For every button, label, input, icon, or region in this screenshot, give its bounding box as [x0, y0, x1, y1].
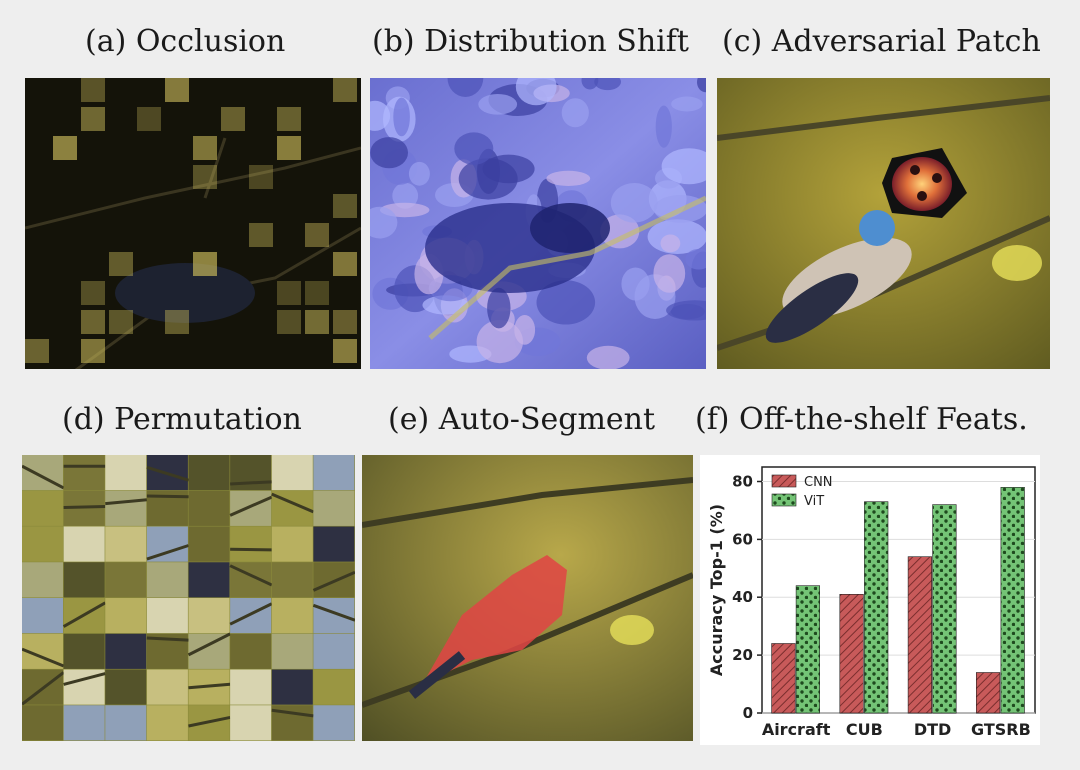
- x-tick-label: DTD: [914, 720, 951, 739]
- y-tick-label: 20: [732, 646, 753, 664]
- legend-swatch-cnn: [771, 474, 797, 488]
- distribution-shift-image: [370, 78, 706, 369]
- legend-swatch-vit: [771, 493, 797, 507]
- bar-vit-dtd: [932, 504, 957, 714]
- accuracy-chart: 0 20 40 60 80 Accuracy Top-1 (%) Aircraft CUB DT…: [700, 455, 1040, 745]
- y-tick-label: 40: [732, 588, 753, 606]
- panel-b-title: (b) Distribution Shift: [372, 24, 689, 59]
- panel-d-title: (d) Permutation: [62, 402, 302, 437]
- x-tick-label: GTSRB: [971, 720, 1031, 739]
- x-tick-label: Aircraft: [762, 720, 831, 739]
- bar-vit-cub: [864, 501, 889, 714]
- x-tick-label: CUB: [846, 720, 883, 739]
- bar-cnn-aircraft: [771, 643, 796, 714]
- bar-cnn-gtsrb: [975, 672, 1001, 714]
- auto-segment-image: [362, 455, 693, 741]
- y-tick-label: 0: [743, 704, 753, 722]
- occlusion-image: [25, 78, 361, 369]
- y-axis-label: Accuracy Top-1 (%): [707, 504, 726, 676]
- bar-cnn-dtd: [907, 556, 933, 714]
- panel-f-title: (f) Off-the-shelf Feats.: [695, 402, 1028, 437]
- bar-vit-aircraft: [795, 585, 820, 714]
- bar-cnn-cub: [839, 594, 864, 714]
- adversarial-patch-image: [717, 78, 1050, 369]
- chart-legend: CNN ViT: [771, 474, 833, 509]
- legend-label-vit: ViT: [804, 494, 824, 509]
- permutation-image: [22, 455, 355, 741]
- y-tick-label: 80: [732, 473, 753, 491]
- y-tick-label: 60: [732, 530, 753, 548]
- panel-a-title: (a) Occlusion: [85, 24, 286, 59]
- panel-c-title: (c) Adversarial Patch: [722, 24, 1041, 59]
- panel-e-title: (e) Auto-Segment: [388, 402, 656, 437]
- legend-label-cnn: CNN: [804, 475, 833, 490]
- bar-vit-gtsrb: [1000, 486, 1025, 714]
